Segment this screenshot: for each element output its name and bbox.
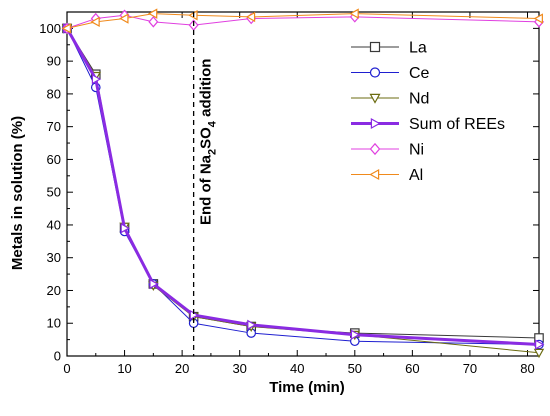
data-point-sum-of-rees [535, 339, 545, 350]
series-line-sum-of-rees [65, 27, 540, 347]
data-point-al [90, 16, 100, 28]
series-al [61, 8, 543, 34]
chart-marks [61, 8, 545, 359]
series-la [62, 23, 544, 343]
series-line-nd [66, 28, 540, 354]
annotation-label: End of Na2SO4 addition [198, 59, 219, 225]
y-tick-label: 100 [39, 21, 61, 36]
data-point-al [119, 13, 129, 24]
y-tick-label: 80 [47, 86, 61, 101]
series-line-ni [66, 14, 540, 29]
annotation-subscript: 4 [207, 120, 219, 127]
legend-label-nd: Nd [409, 91, 429, 108]
legend-marker-sum-of-rees [370, 117, 381, 130]
y-tick-label: 20 [47, 283, 61, 298]
legend-marker-ce [369, 67, 381, 78]
data-point-al [533, 13, 543, 24]
data-point-sum-of-rees [149, 278, 159, 290]
data-point-al [61, 23, 71, 34]
y-axis-title: Metals in solution (%) [9, 116, 26, 270]
x-tick-label: 60 [405, 361, 419, 376]
series-nd [61, 24, 545, 359]
legend-label-sum-of-rees: Sum of REEs [409, 116, 505, 133]
series-ni [62, 9, 544, 35]
data-point-sum-of-rees [120, 223, 130, 234]
legend-label-ni: Ni [409, 142, 424, 159]
x-tick-label: 50 [348, 361, 362, 376]
legend-item-ni: Ni [351, 142, 424, 159]
annotation-group: End of Na2SO4 addition [192, 12, 219, 356]
legend-marker-la [369, 41, 381, 53]
data-point-sum-of-rees [247, 319, 257, 331]
x-axis-title: Time (min) [269, 379, 345, 396]
data-point-ni [148, 16, 159, 28]
x-tick-label: 0 [63, 361, 70, 376]
y-tick-label: 70 [47, 119, 61, 134]
annotation-subscript: 2 [207, 149, 219, 155]
legend: La Ce Nd Sum of REEs Ni Al [351, 40, 505, 184]
series-line-al [66, 13, 540, 29]
plot-frame [66, 11, 540, 357]
annotation-text: End of Na [198, 154, 215, 225]
legend-marker-ni [369, 142, 381, 156]
x-tick-label: 40 [290, 361, 304, 376]
y-tick-label: 50 [47, 185, 61, 200]
series-sum-of-rees [63, 23, 545, 350]
x-tick-label: 70 [463, 361, 477, 376]
y-tick-label: 10 [47, 316, 61, 331]
legend-item-la: La [351, 40, 427, 57]
x-tick-label: 20 [175, 361, 189, 376]
y-tick-label: 40 [47, 217, 61, 232]
data-point-nd [533, 348, 545, 359]
data-point-al [245, 11, 256, 23]
legend-label-la: La [409, 40, 427, 57]
legend-label-al: Al [409, 167, 423, 184]
y-tick-label: 90 [47, 54, 61, 69]
x-tick-label: 10 [117, 361, 131, 376]
annotation-text: SO [198, 127, 215, 149]
series-ce [62, 23, 544, 350]
data-point-sum-of-rees [350, 329, 361, 340]
x-tick-label: 80 [520, 361, 534, 376]
series-line-la [66, 28, 540, 339]
legend-label-ce: Ce [409, 65, 430, 82]
data-point-sum-of-rees [91, 73, 102, 85]
y-tick-label: 60 [47, 152, 61, 167]
legend-item-sum-of-rees: Sum of REEs [351, 116, 505, 133]
legend-item-ce: Ce [351, 65, 430, 82]
annotation-text: addition [198, 59, 215, 122]
legend-item-nd: Nd [351, 91, 429, 108]
legend-item-al: Al [351, 167, 423, 184]
legend-marker-al [369, 168, 380, 181]
y-tick-label: 0 [54, 349, 61, 364]
series-line-ce [66, 28, 540, 346]
data-point-al [147, 8, 158, 19]
data-point-al [349, 8, 359, 19]
legend-marker-nd [369, 93, 381, 104]
x-tick-label: 30 [232, 361, 246, 376]
axes: 0 10 20 30 40 50 60 70 80 0 10 20 30 40 50 60 70 80 90 100 [39, 11, 540, 376]
y-tick-label: 30 [47, 250, 61, 265]
